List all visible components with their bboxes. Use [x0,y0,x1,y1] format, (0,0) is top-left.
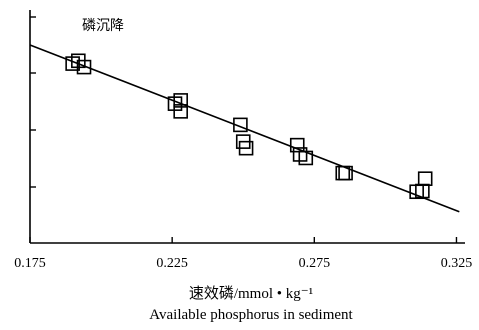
data-point-square [167,96,183,111]
data-point-square [417,171,433,186]
data-point-square [289,137,305,153]
regression-line [29,44,460,213]
data-point-square [233,117,248,133]
x-tick-label: 0.175 [14,256,46,271]
data-point-square [76,59,92,75]
x-axis-label-chinese: 速效磷/mmol • kg⁻¹ [189,285,313,302]
data-point-square [173,93,188,108]
data-point-square [338,165,353,181]
data-point-square [292,147,308,162]
data-points [65,53,433,200]
data-point-square [65,56,80,71]
axes [29,10,465,244]
x-tick-labels: 0.175 0.225 0.275 0.325 [14,256,472,271]
x-axis-label-english: Available phosphorus in sediment [149,307,353,323]
data-point-square [173,104,188,119]
data-point-square [298,150,314,166]
data-point-square [238,140,254,156]
x-tick-label: 0.325 [441,256,473,271]
x-tick-label: 0.225 [156,256,188,271]
chart-title: 磷沉降 [82,18,124,34]
fit-line-group [29,44,460,213]
x-tick-label: 0.275 [299,256,331,271]
